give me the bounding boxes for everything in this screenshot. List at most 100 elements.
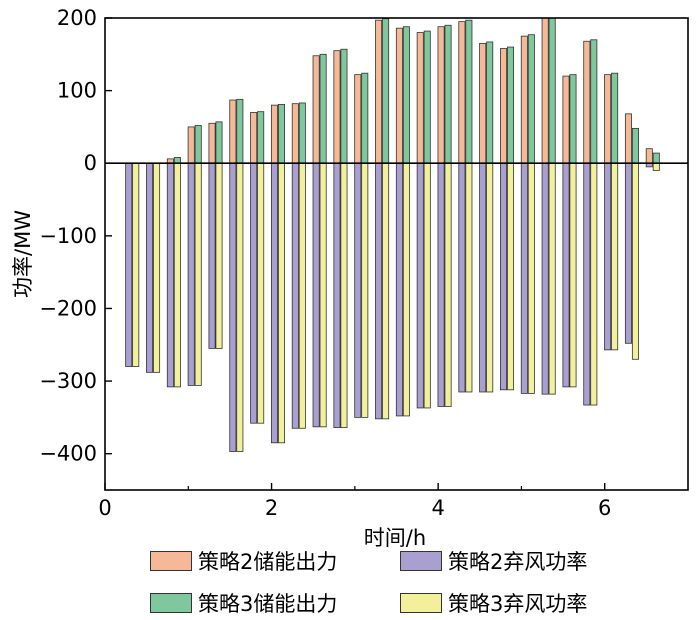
x-axis-title: 时间/h — [364, 526, 426, 550]
plot-frame — [104, 17, 689, 491]
bar-series-1-14 — [395, 27, 403, 164]
bar-series-4-8 — [277, 162, 285, 444]
bar-series-1-5 — [208, 122, 216, 164]
bar-series-1-7 — [250, 112, 258, 164]
bar-series-4-18 — [486, 162, 494, 393]
y-tick-label: 200 — [57, 6, 97, 30]
bar-series-4-3 — [173, 162, 181, 388]
bar-series-3-25 — [624, 162, 632, 344]
bar-series-3-10 — [312, 162, 320, 428]
bar-series-3-7 — [250, 162, 258, 424]
bar-series-1-24 — [604, 74, 612, 164]
bar-series-3-24 — [604, 162, 612, 351]
bar-series-2-7 — [257, 111, 265, 164]
bar-series-4-26 — [652, 162, 660, 171]
legend-item: 策略2储能出力 — [150, 546, 400, 576]
bar-series-1-16 — [437, 26, 445, 164]
bar-series-1-20 — [520, 35, 528, 164]
bar-series-2-23 — [590, 39, 598, 164]
bar-series-4-24 — [611, 162, 619, 351]
y-tick-label: −100 — [39, 224, 97, 248]
bar-series-4-6 — [236, 162, 244, 452]
bar-series-3-12 — [354, 162, 362, 418]
bar-series-4-10 — [319, 162, 327, 428]
bar-series-3-9 — [291, 162, 299, 429]
bar-series-4-17 — [465, 162, 473, 393]
bar-series-2-8 — [277, 104, 285, 164]
bar-series-2-21 — [548, 17, 556, 164]
y-tick-label: 100 — [57, 79, 97, 103]
x-tick-label: 6 — [598, 496, 611, 520]
legend-item: 策略3储能出力 — [150, 588, 400, 618]
y-axis-title: 功率/MW — [11, 210, 35, 298]
legend-label: 策略3弃风功率 — [448, 592, 588, 616]
bar-series-2-16 — [444, 24, 452, 164]
bar-series-4-5 — [215, 162, 223, 349]
bar-series-3-6 — [229, 162, 237, 452]
bar-series-1-23 — [583, 40, 591, 164]
y-tick-label: −300 — [39, 369, 97, 393]
bar-series-2-24 — [611, 72, 619, 164]
bar-series-2-17 — [465, 19, 473, 164]
legend-swatch — [400, 593, 442, 613]
legend-label: 策略2储能出力 — [198, 550, 338, 574]
bar-series-3-4 — [187, 162, 195, 386]
bar-series-3-1 — [125, 162, 133, 367]
bar-series-2-13 — [382, 18, 390, 164]
bar-series-1-17 — [458, 21, 466, 164]
ticks-group: 200 100 0 −100 −200 −300 −400 0 2 4 6 — [39, 6, 611, 520]
bar-series-1-25 — [624, 113, 632, 164]
bar-series-1-12 — [354, 74, 362, 164]
y-tick-label: 0 — [84, 151, 97, 175]
bar-series-4-9 — [298, 162, 306, 429]
bar-series-3-21 — [541, 162, 549, 395]
bar-series-4-7 — [257, 162, 265, 424]
bar-series-2-5 — [215, 121, 223, 164]
bar-series-3-20 — [520, 162, 528, 394]
bar-series-3-8 — [270, 162, 278, 444]
x-tick-label: 0 — [98, 496, 111, 520]
bar-series-4-2 — [153, 162, 161, 373]
bar-series-2-4 — [194, 125, 202, 164]
bar-series-2-6 — [236, 98, 244, 164]
legend-swatch — [150, 593, 192, 613]
bar-series-3-17 — [458, 162, 466, 393]
bar-series-3-14 — [395, 162, 403, 417]
bar-series-2-14 — [402, 26, 410, 164]
bar-series-2-20 — [527, 34, 535, 164]
bar-series-3-15 — [416, 162, 424, 409]
bar-series-1-18 — [479, 43, 487, 164]
bar-series-4-23 — [590, 162, 598, 406]
legend-item: 策略2弃风功率 — [400, 546, 650, 576]
bar-series-3-19 — [500, 162, 508, 391]
x-tick-label: 2 — [265, 496, 278, 520]
legend-swatch — [400, 551, 442, 571]
bar-series-4-16 — [444, 162, 452, 407]
bar-series-1-10 — [312, 55, 320, 164]
bar-series-4-12 — [361, 162, 369, 418]
bar-series-1-21 — [541, 17, 549, 164]
bar-series-4-20 — [527, 162, 535, 394]
bar-series-2-3 — [173, 157, 181, 164]
legend: 策略2储能出力 策略2弃风功率策略3储能出力 策略3弃风功率 — [150, 546, 650, 618]
bar-series-3-3 — [166, 162, 174, 388]
bar-series-2-12 — [361, 72, 369, 164]
bar-series-3-2 — [146, 162, 154, 373]
bar-series-2-22 — [569, 74, 577, 164]
bar-series-1-13 — [375, 19, 383, 164]
bar-series-1-15 — [416, 32, 424, 164]
bar-series-2-10 — [319, 53, 327, 164]
bar-series-1-6 — [229, 99, 237, 164]
bar-series-4-14 — [402, 162, 410, 417]
bar-series-4-13 — [382, 162, 390, 420]
legend-label: 策略2弃风功率 — [448, 550, 588, 574]
legend-swatch — [150, 551, 192, 571]
bar-series-2-18 — [486, 41, 494, 164]
bar-series-2-25 — [631, 127, 639, 164]
bar-series-1-4 — [187, 126, 195, 164]
y-tick-label: −200 — [39, 296, 97, 320]
bar-series-3-18 — [479, 162, 487, 393]
bar-series-3-13 — [375, 162, 383, 420]
bar-series-3-5 — [208, 162, 216, 349]
